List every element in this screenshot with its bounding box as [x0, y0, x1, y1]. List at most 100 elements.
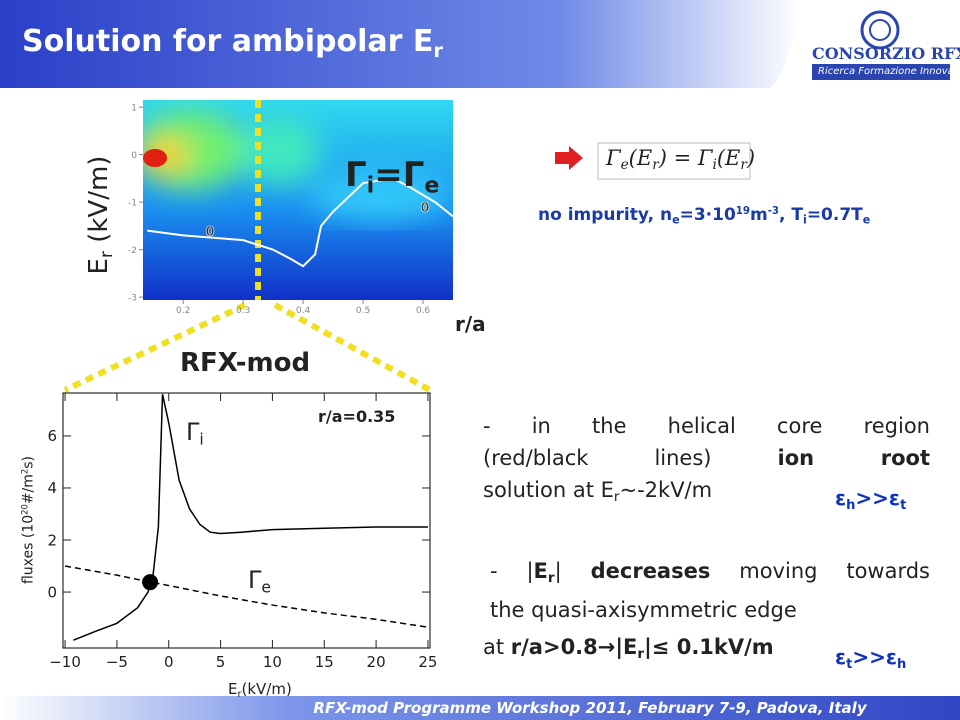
text-run: e — [424, 172, 440, 199]
ratio: εt>>εh — [835, 645, 906, 672]
logo-tag-box — [812, 64, 950, 80]
text-run: moving towards — [710, 559, 930, 583]
text-run: Γ — [186, 418, 200, 446]
x-tick-label: −10 — [49, 653, 81, 671]
text-run: - | — [490, 559, 534, 583]
text-run: - in the helical core region — [483, 414, 930, 438]
contour-label: 0 — [205, 225, 214, 240]
ratio: εh>>εt — [835, 486, 906, 513]
text-run: Solution for ambipolar E — [22, 24, 434, 59]
text-run: 19 — [735, 205, 750, 217]
x-tick-label: 25 — [418, 653, 437, 671]
bullet: - |Er| decreases moving towards the quasi… — [490, 555, 930, 626]
text-run: (kV/m) — [241, 680, 292, 698]
text-run: =0.7T — [806, 205, 863, 225]
arrow-icon — [555, 146, 583, 170]
x-tick-label: 10 — [263, 653, 282, 671]
y-tick-label: 6 — [47, 427, 57, 445]
x-tick-label: 0 — [164, 653, 174, 671]
text-run: 20 — [19, 504, 30, 515]
x-tick-label: 0.2 — [176, 306, 190, 316]
text-line: solution at Er~-2kV/m — [483, 474, 930, 513]
text-run: Γ — [606, 146, 621, 170]
text-run: (kV/m) — [83, 155, 114, 252]
logo-name: CONSORZIO RFX — [812, 44, 960, 63]
logo-emblem — [860, 10, 900, 50]
text-line: the quasi-axisymmetric edge — [490, 594, 930, 626]
text-run: ) — [746, 146, 756, 170]
y-tick-label: 0 — [47, 583, 57, 601]
text-run: e — [261, 578, 271, 597]
text-run: t — [846, 656, 853, 672]
title: Solution for ambipolar Er — [22, 24, 443, 62]
text-run: h — [846, 497, 856, 513]
y-axis-label: Er (kV/m) — [84, 156, 116, 275]
y-tick-label: 0 — [131, 151, 137, 161]
text-run: h — [897, 656, 907, 672]
equation: Γe(Er) = Γi(Er) — [606, 146, 755, 173]
section-label: RFX-mod — [180, 348, 311, 378]
x-tick-label: 15 — [315, 653, 334, 671]
text-run: =Γ — [374, 155, 425, 195]
text-run: decreases — [590, 559, 711, 583]
text-run: | — [554, 559, 591, 583]
y-tick-label: -2 — [128, 246, 137, 256]
text-run: ion root — [777, 446, 930, 470]
text-run: =3·10 — [679, 205, 736, 225]
text-run: >>ε — [852, 645, 898, 669]
text-run: |≤ 0.1kV/m — [644, 635, 774, 659]
y-axis-label: fluxes (1020#/m2s) — [19, 456, 36, 584]
bullet: - in the helical core region (red/black l… — [483, 410, 930, 513]
text-run: e — [862, 213, 871, 227]
contour-label: 0 — [420, 201, 429, 216]
text-run: (E — [628, 146, 653, 170]
text-run: E — [228, 680, 238, 698]
text-run: no impurity, n — [538, 205, 673, 225]
text-line: - |Er| decreases moving towards — [490, 555, 930, 594]
x-axis-label: r/a — [455, 312, 486, 336]
bullet: at r/a>0.8→|Er|≤ 0.1kV/m — [483, 635, 774, 662]
text-run: the quasi-axisymmetric edge — [490, 598, 797, 623]
x-tick-label: 0.4 — [296, 306, 311, 316]
text-run: r — [740, 157, 747, 174]
text-run: r — [652, 157, 659, 174]
condition: no impurity, ne=3·1019m-3, Ti=0.7Te — [538, 205, 870, 226]
text-run: r — [613, 489, 620, 506]
text-line: (red/black lines) ion root — [483, 442, 930, 474]
text-run: r/a>0.8→|E — [510, 635, 638, 659]
text-run: E — [83, 258, 114, 275]
x-tick-label: 0.5 — [356, 306, 370, 316]
crossing-point — [142, 574, 159, 591]
y-tick-label: -3 — [128, 293, 137, 303]
text-run: (E — [716, 146, 741, 170]
text-run: fluxes (10 — [20, 514, 37, 585]
plot-frame — [62, 392, 431, 649]
equation-box — [597, 142, 751, 180]
zero-contour — [147, 177, 453, 268]
x-tick-label: 5 — [216, 653, 226, 671]
text-run: , T — [779, 205, 804, 225]
text-run: e — [620, 157, 629, 174]
annotation: r/a=0.35 — [318, 407, 396, 426]
text-run: -3 — [767, 205, 780, 217]
text-line: - in the helical core region — [483, 410, 930, 442]
series-line — [73, 394, 428, 641]
x-tick-label: 20 — [367, 653, 386, 671]
text-run: r — [547, 570, 555, 587]
header-band — [0, 0, 800, 88]
text-run: s) — [20, 455, 37, 469]
text-run: ε — [835, 486, 847, 510]
text-run: m — [749, 205, 768, 225]
x-tick-label: 0.3 — [236, 306, 250, 316]
y-tick-label: 4 — [47, 479, 57, 497]
text-run: i — [803, 213, 807, 227]
logo-tagline: Ricerca Formazione Innovazione — [818, 66, 960, 77]
series-label: Γi — [186, 418, 204, 449]
footer-band — [0, 696, 960, 720]
contour-image — [143, 100, 453, 300]
text-run: solution at E — [483, 478, 614, 502]
text-run: r — [433, 38, 444, 62]
text-run: e — [672, 213, 680, 227]
